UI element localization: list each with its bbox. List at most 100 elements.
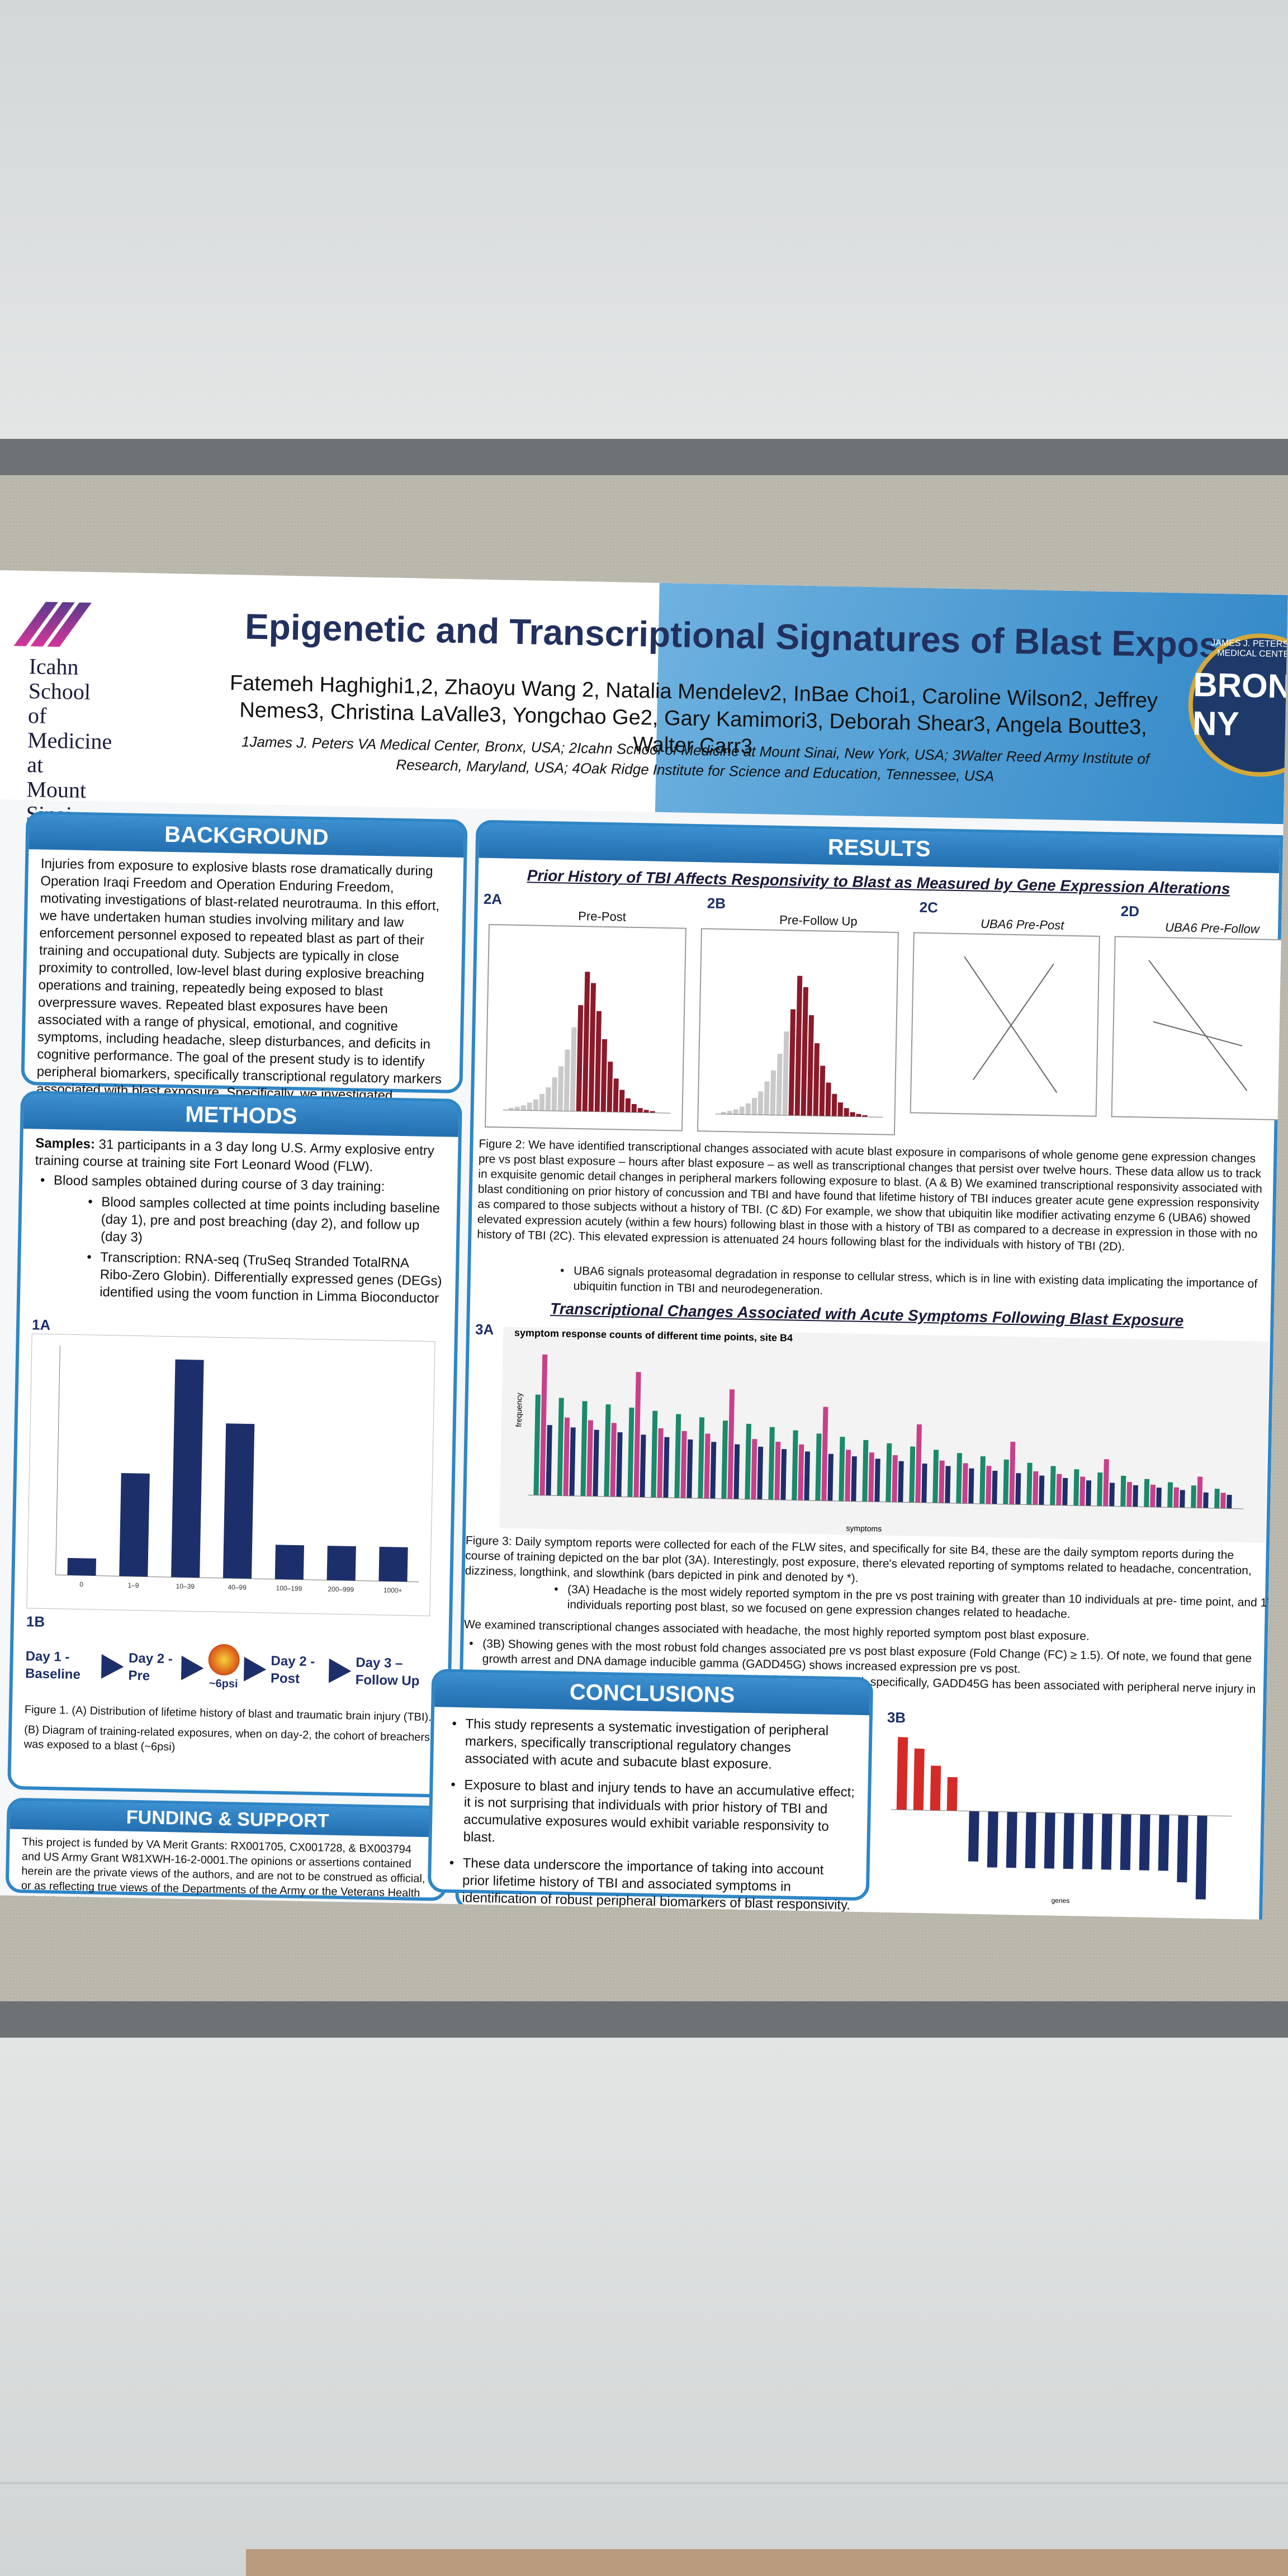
histogram-bar [862,1115,868,1117]
histogram-bar [770,1070,776,1115]
fig3b-down-bar [1139,1814,1150,1871]
arrow-icon [101,1654,125,1679]
fig3a-bar [1103,1459,1109,1507]
arrow-icon [181,1655,204,1680]
fig2c-plot [910,932,1100,1117]
fig3a-bar [874,1459,880,1502]
histogram-bar [594,1011,602,1112]
day3-label: Day 3 – Follow Up [355,1655,420,1689]
fig3a-bar [604,1404,611,1497]
fig3a-bar [580,1401,588,1497]
fig3a-bar [1120,1475,1126,1507]
methods-sub-1: Blood samples collected at time points i… [34,1192,445,1252]
fig3b-down-bar [987,1811,998,1868]
fig3a-bar [851,1456,857,1502]
fig3a-bar [1126,1482,1133,1507]
histogram-bar [643,1110,649,1113]
fig3a-ylabel: frequency [514,1393,524,1427]
exposure-timeline: Day 1 - Baseline Day 2 - Pre ~6psi Day 2… [25,1640,437,1697]
fig3a-bar [616,1432,623,1497]
seal-ring-text: JAMES J. PETERS VA MEDICAL CENTER [1211,638,1288,660]
histogram-bar [831,1093,837,1116]
wall-bottom [0,2038,1288,2576]
background-panel: BACKGROUND Injuries from exposure to exp… [21,811,468,1138]
fig1a-bar [274,1545,305,1580]
psi-label: ~6psi [209,1677,238,1690]
fig3b-down-bar [1158,1815,1169,1871]
fig3a-bar [792,1430,798,1500]
histogram-bar [613,1078,619,1112]
histogram-bar [514,1106,520,1111]
blast-marker: ~6psi [207,1644,240,1693]
fig3a-bar [804,1451,811,1501]
histogram-bar [650,1111,655,1113]
histogram-bar [807,1015,814,1116]
fig2c-label: 2C [919,898,939,916]
histogram-bar [588,983,596,1112]
histogram-bar [733,1109,738,1115]
conclusions-panel: CONCLUSIONS This study represents a syst… [427,1669,874,1913]
histogram-bar [564,1049,570,1111]
methods-panel: METHODS Samples: 31 participants in a 3 … [7,1090,462,1798]
fig2-caption: Figure 2: We have identified transcripti… [477,1137,1263,1253]
fig3a-bar [651,1410,658,1498]
fig1-caption-a: Figure 1. (A) Distribution of lifetime h… [24,1703,432,1724]
fig3b-down-bar [1177,1815,1188,1883]
desk-edge [246,2549,1288,2576]
seal-text: BRONX NY [1192,666,1288,743]
fig3a-bar [569,1427,576,1497]
fig3a-bar [1062,1478,1068,1505]
results-heading: RESULTS [479,823,1280,874]
fig3a-bar [627,1407,634,1498]
fig3a-bar [640,1434,646,1498]
fig3b-up-bar [930,1765,941,1811]
fig2-bullet: UBA6 signals proteasomal degradation in … [554,1263,1287,1307]
day1-label: Day 1 - Baseline [25,1648,81,1682]
fig3a-bar [1197,1476,1203,1508]
histogram-bar [856,1114,861,1117]
fig3a-bar [1173,1487,1179,1508]
fig3a-bar [968,1468,974,1504]
histogram-bar [801,987,808,1116]
histogram-bar [850,1112,855,1117]
mount-sinai-logo: Icahn School of Medicine at Mount Sinai [13,602,114,828]
fig3a-bar [780,1449,787,1500]
fig3b-down-bar [1063,1812,1074,1869]
fig3a-bar [1220,1493,1226,1509]
fig3a-bar [1144,1479,1150,1507]
histogram-bar [631,1104,637,1113]
logo-text: Icahn School of Medicine at Mount Sinai [26,654,112,827]
histogram-bar [637,1108,643,1113]
fig3b-up-bar [946,1777,958,1811]
histogram-bar [844,1108,849,1117]
histogram-bar [557,1066,564,1111]
fig3a-bar [1109,1483,1115,1507]
fig1a-tick-label: 1–9 [127,1581,139,1589]
arrow-icon [328,1658,352,1683]
fig1a-bar [326,1546,356,1581]
methods-sub-2: Transcription: RNA-seq (TruSeq Stranded … [32,1247,444,1307]
histogram-bar [764,1081,770,1115]
fig1a-bar [378,1546,408,1582]
fig3a-bar [1056,1474,1062,1505]
histogram-bar [582,972,590,1112]
fig2c-title: UBA6 Pre-Post [980,916,1064,932]
histogram-bar [819,1066,826,1116]
fig3a-bar [1150,1484,1156,1507]
fig3a-bar [939,1460,945,1503]
results-panel: RESULTS Prior History of TBI Affects Res… [455,820,1285,1920]
fig3a-bar [827,1453,834,1501]
fig3b-down-bar [1101,1813,1112,1870]
histogram-bar [837,1102,843,1117]
fig3b-down-bar [968,1811,979,1862]
conclusion-2: Exposure to blast and injury tends to ha… [444,1776,855,1853]
fig3a-bar [839,1437,845,1502]
fig3a-bar [533,1394,541,1495]
histogram-bar [782,1031,789,1116]
histogram-bar [739,1106,745,1115]
fig3a-bar [1009,1441,1016,1505]
histogram-bar [607,1062,613,1112]
fig3a-bar [774,1441,781,1500]
fig1a-tick-label: 100–199 [276,1584,302,1593]
fig3a-bar [986,1466,992,1504]
